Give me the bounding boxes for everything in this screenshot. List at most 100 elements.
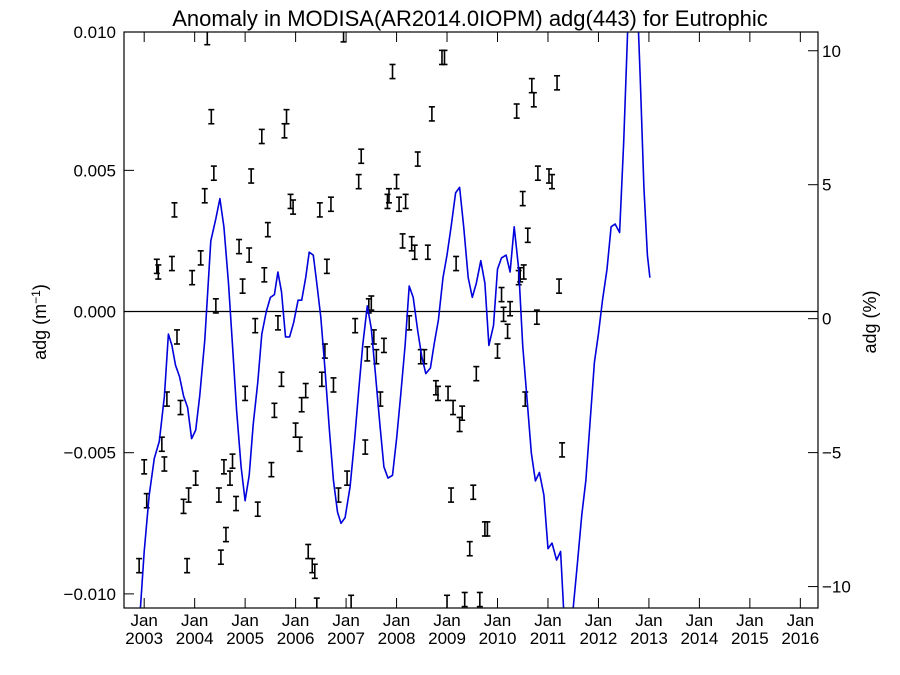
errorbar-point xyxy=(180,498,187,515)
x-tick-label-month: Jan xyxy=(787,611,814,630)
errorbar-point xyxy=(236,238,243,255)
errorbar-point xyxy=(533,309,540,326)
errorbar-point xyxy=(500,306,507,323)
errorbar-point xyxy=(473,365,480,382)
errorbar-point xyxy=(461,591,468,608)
errorbar-point xyxy=(173,329,180,345)
errorbar-point xyxy=(281,122,288,139)
y-axis-left-label-superscript: −1 xyxy=(29,290,43,304)
errorbar-point xyxy=(192,470,199,486)
y-left-tick-label: 0.000 xyxy=(73,303,116,322)
y-right-tick-label: 5 xyxy=(822,176,831,195)
errorbar-point xyxy=(305,543,312,560)
errorbar-point xyxy=(246,247,253,263)
y-axis-left-label: adg (m−1) xyxy=(29,284,50,360)
x-tick-label-year: 2015 xyxy=(731,629,769,648)
errorbar-point xyxy=(507,300,514,317)
y-right-tick-label: 0 xyxy=(822,310,831,329)
errorbar-point xyxy=(348,594,355,608)
errorbar-point xyxy=(411,244,418,261)
errorbar-point xyxy=(248,168,255,184)
x-tick-label-year: 2011 xyxy=(530,629,567,648)
errorbar-point xyxy=(519,190,526,207)
errorbar-point xyxy=(171,202,178,218)
errorbar-point xyxy=(448,487,455,503)
errorbar-point xyxy=(424,244,431,261)
line-series xyxy=(139,32,651,608)
errorbar-point xyxy=(453,255,460,272)
errorbar-point xyxy=(459,405,466,422)
errorbar-point xyxy=(323,258,330,275)
x-tick-label-month: Jan xyxy=(585,611,612,630)
errorbar-point xyxy=(445,385,452,402)
errorbar-point xyxy=(344,470,351,486)
x-tick-label-year: 2003 xyxy=(125,629,163,648)
x-tick-label-year: 2013 xyxy=(630,629,668,648)
errorbar-point xyxy=(428,106,435,122)
errorbar-point xyxy=(185,487,192,503)
errorbar-point xyxy=(513,103,520,119)
errorbar-point xyxy=(290,199,297,215)
errorbar-point xyxy=(226,470,233,486)
errorbar-point xyxy=(208,108,215,125)
errorbar-point xyxy=(168,255,175,272)
y-axis-left: −0.010 −0.005 0.000 0.005 0.010 xyxy=(64,23,134,604)
errorbar-point xyxy=(414,151,421,167)
errorbar-point xyxy=(252,317,259,334)
errorbar-point xyxy=(434,385,441,402)
errorbar-point xyxy=(355,173,362,190)
errorbar-point xyxy=(364,346,371,362)
errorbar-point xyxy=(466,540,473,557)
errorbar-point xyxy=(327,196,334,213)
x-tick-label-month: Jan xyxy=(534,611,561,630)
errorbar-point xyxy=(556,278,563,294)
plot-frame xyxy=(123,31,819,609)
x-tick-label-year: 2007 xyxy=(327,629,365,648)
errorbar-point xyxy=(254,501,261,518)
errorbar-point xyxy=(313,597,320,608)
errorbar-point xyxy=(155,264,162,280)
errorbar-point xyxy=(362,439,369,455)
x-axis: Jan2003Jan2004Jan2005Jan2006Jan2007Jan20… xyxy=(125,32,819,648)
errorbar-point xyxy=(271,402,278,419)
x-tick-label-month: Jan xyxy=(383,611,410,630)
x-tick-label-year: 2009 xyxy=(428,629,466,648)
errorbar-point xyxy=(298,396,305,413)
errorbar-point xyxy=(201,187,208,204)
x-tick-label-month: Jan xyxy=(736,611,763,630)
errorbar-point xyxy=(330,377,337,393)
y-axis-left-label-text: adg (m xyxy=(30,304,50,360)
errorbar-point xyxy=(402,193,409,210)
errorbar-point xyxy=(264,221,271,238)
errorbar-point xyxy=(318,371,325,388)
errorbar-point xyxy=(554,74,561,91)
errorbar-point xyxy=(389,63,396,80)
errorbar-point xyxy=(220,458,227,475)
errorbar-point xyxy=(316,202,323,218)
y-right-tick-label: −10 xyxy=(822,578,851,597)
errorbar-point xyxy=(302,382,309,399)
errorbar-point xyxy=(534,165,541,182)
errorbar-point xyxy=(161,456,168,472)
x-tick-label-month: Jan xyxy=(282,611,309,630)
x-tick-label-year: 2008 xyxy=(378,629,416,648)
y-right-tick-label: 10 xyxy=(822,42,841,61)
chart-title: Anomaly in MODISA(AR2014.0IOPM) adg(443)… xyxy=(172,6,767,31)
errorbar-point xyxy=(380,337,387,354)
y-left-tick-label: 0.005 xyxy=(73,161,116,180)
errorbar-point xyxy=(204,32,211,46)
x-tick-label-month: Jan xyxy=(130,611,157,630)
errorbar-point xyxy=(184,557,191,574)
errorbar-point xyxy=(408,235,415,252)
x-tick-label-year: 2012 xyxy=(580,629,618,648)
y-axis-right-label: adg (%) xyxy=(860,290,880,353)
x-tick-label-month: Jan xyxy=(433,611,460,630)
y-axis-right: −10 −5 0 5 10 xyxy=(808,42,851,597)
y-axis-left-label-close: ) xyxy=(30,284,50,290)
errorbar-point xyxy=(530,91,537,108)
errorbar-point xyxy=(274,314,281,331)
errorbar-point xyxy=(368,295,375,311)
errorbar-point xyxy=(549,173,556,190)
errorbar-point xyxy=(177,399,184,416)
